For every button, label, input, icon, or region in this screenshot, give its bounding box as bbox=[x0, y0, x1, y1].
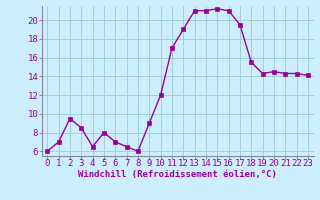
X-axis label: Windchill (Refroidissement éolien,°C): Windchill (Refroidissement éolien,°C) bbox=[78, 170, 277, 179]
